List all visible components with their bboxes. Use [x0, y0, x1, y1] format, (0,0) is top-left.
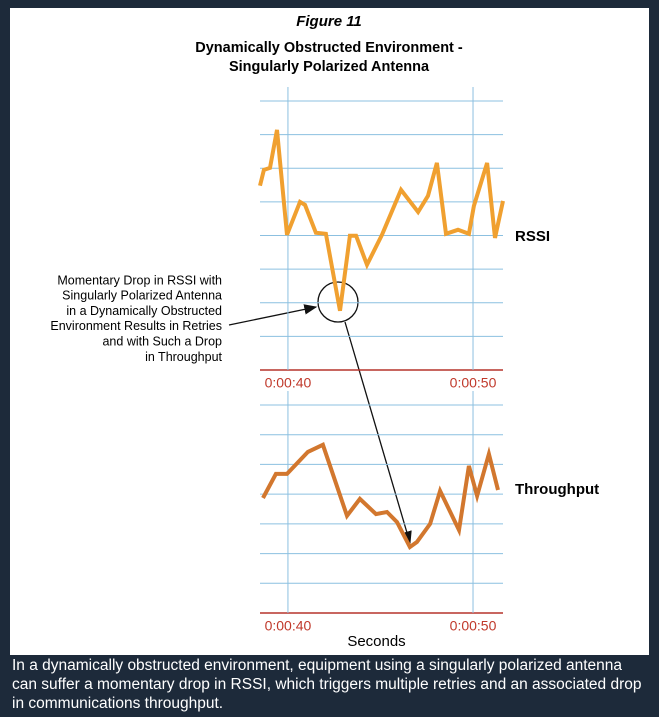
chart-title: Singularly Polarized Antenna [229, 59, 430, 75]
annotation: in Throughput [145, 350, 222, 364]
series-label: Throughput [515, 481, 599, 498]
caption: in communications throughput. [12, 695, 223, 712]
caption: can suffer a momentary drop in RSSI, whi… [12, 676, 642, 693]
x-tick-label: 0:00:40 [265, 618, 312, 634]
caption: In a dynamically obstructed environment,… [12, 657, 622, 674]
line-series [261, 442, 500, 550]
annotation: Momentary Drop in RSSI with [57, 273, 222, 287]
figure-label: Figure 11 [296, 13, 362, 30]
line-series [258, 129, 505, 312]
panel [10, 8, 649, 655]
chart-title: Dynamically Obstructed Environment - [195, 40, 463, 56]
x-tick-label: 0:00:40 [265, 375, 312, 391]
x-tick-label: 0:00:50 [450, 618, 497, 634]
annotation: in a Dynamically Obstructed [66, 304, 222, 318]
annotation: Singularly Polarized Antenna [62, 289, 222, 303]
arrow [344, 321, 412, 545]
series-label: RSSI [515, 228, 550, 245]
arrow [228, 304, 318, 326]
x-tick-label: 0:00:50 [450, 375, 497, 391]
annotation: Environment Results in Retries [50, 319, 222, 333]
annotation: and with Such a Drop [102, 334, 222, 348]
x-axis-label: Seconds [347, 633, 405, 650]
highlight-circle [317, 281, 359, 323]
